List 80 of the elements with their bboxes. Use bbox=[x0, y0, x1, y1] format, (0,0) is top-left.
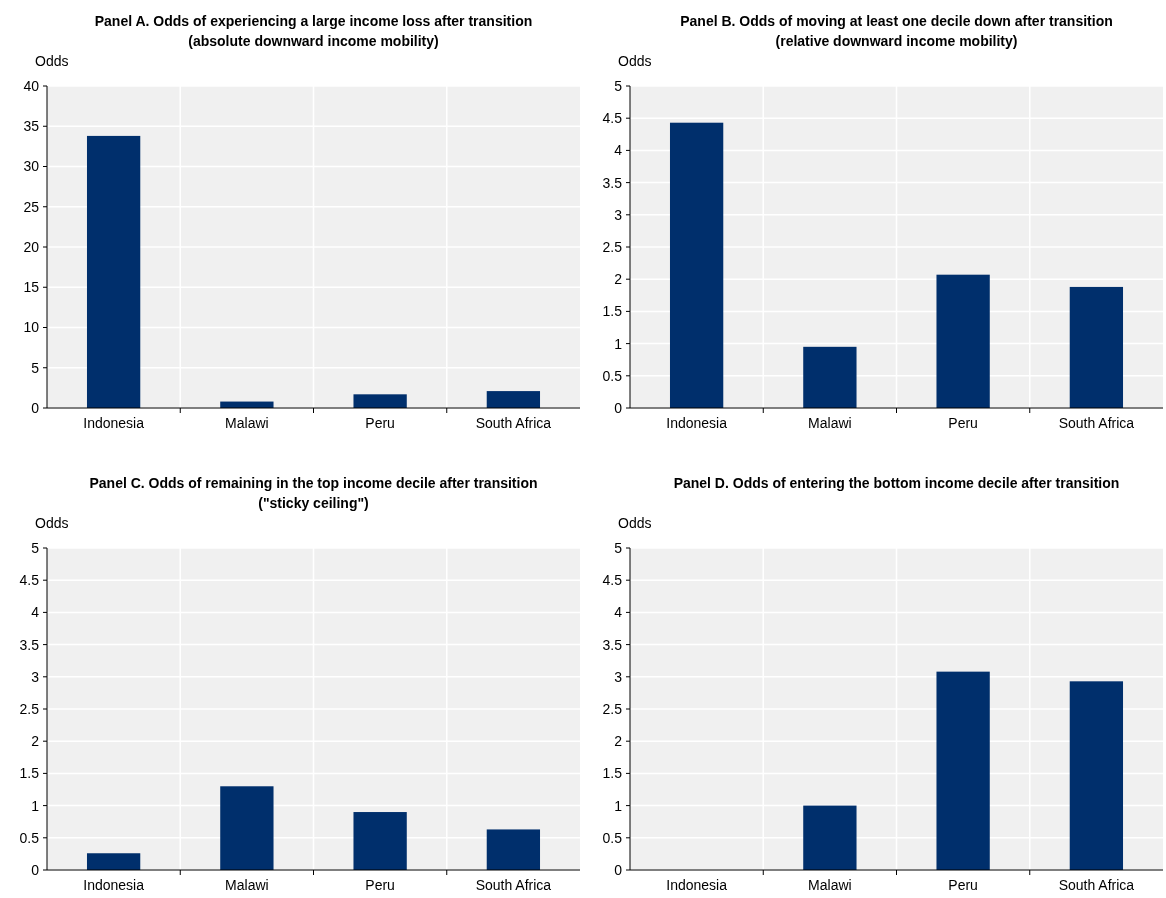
y-tick-label: 4.5 bbox=[19, 572, 40, 589]
bar bbox=[486, 391, 541, 408]
y-tick-label: 40 bbox=[23, 77, 40, 94]
x-tick-label: Indonesia bbox=[666, 415, 728, 431]
bar bbox=[669, 122, 724, 408]
y-tick-label: 15 bbox=[23, 279, 40, 296]
x-tick-label: Peru bbox=[365, 415, 395, 431]
x-tick-label: South Africa bbox=[1058, 877, 1135, 893]
y-tick-label: 2.5 bbox=[602, 238, 623, 255]
y-tick-label: 0 bbox=[614, 861, 623, 878]
y-tick-label: 1.5 bbox=[19, 765, 40, 782]
y-tick-label: 3.5 bbox=[19, 636, 40, 653]
y-tick-label: 4.5 bbox=[602, 572, 623, 589]
y-tick-label: 0 bbox=[31, 399, 40, 416]
y-tick-label: 4 bbox=[614, 604, 623, 621]
x-tick-label: Peru bbox=[365, 877, 395, 893]
y-tick-label: 1 bbox=[614, 797, 623, 814]
bar bbox=[86, 135, 141, 408]
y-tick-label: 2 bbox=[614, 733, 623, 750]
y-axis-title: Odds bbox=[35, 515, 69, 531]
y-tick-label: 10 bbox=[23, 319, 40, 336]
y-tick-label: 2 bbox=[31, 733, 40, 750]
y-tick-label: 25 bbox=[23, 198, 40, 215]
y-tick-label: 3.5 bbox=[602, 636, 623, 653]
chart-title: Panel A. Odds of experiencing a large income loss after transition (absolute downward income mobility) bbox=[94, 13, 533, 49]
chart-title: Panel B. Odds of moving at least one decile down after transition (relative downward income mobility) bbox=[680, 13, 1113, 49]
y-tick-label: 4 bbox=[31, 604, 40, 621]
x-tick-label: Malawi bbox=[225, 877, 269, 893]
y-tick-label: 1.5 bbox=[602, 765, 623, 782]
y-tick-label: 2.5 bbox=[19, 700, 40, 717]
chart-title: Panel C. Odds of remaining in the top income decile after transition ("sticky ceiling") bbox=[89, 475, 538, 511]
bar bbox=[803, 805, 857, 870]
y-tick-label: 1 bbox=[614, 335, 623, 352]
y-tick-label: 1 bbox=[31, 797, 40, 814]
x-tick-label: South Africa bbox=[475, 877, 552, 893]
chart-title: Panel D. Odds of entering the bottom income decile after transition bbox=[673, 475, 1120, 491]
bar bbox=[86, 853, 141, 870]
y-tick-label: 30 bbox=[23, 158, 40, 175]
x-tick-label: Indonesia bbox=[83, 877, 145, 893]
x-tick-label: Malawi bbox=[808, 415, 852, 431]
x-tick-label: Peru bbox=[948, 415, 978, 431]
x-tick-label: Indonesia bbox=[83, 415, 145, 431]
bar bbox=[803, 346, 857, 408]
x-tick-label: Malawi bbox=[808, 877, 852, 893]
bar bbox=[486, 829, 541, 870]
y-tick-label: 2.5 bbox=[602, 700, 623, 717]
x-tick-label: South Africa bbox=[1058, 415, 1135, 431]
y-tick-label: 0 bbox=[31, 861, 40, 878]
bar bbox=[936, 671, 990, 870]
y-tick-label: 35 bbox=[23, 118, 40, 135]
y-tick-label: 1.5 bbox=[602, 303, 623, 320]
bar bbox=[353, 812, 407, 870]
bar bbox=[353, 394, 407, 408]
y-axis-title: Odds bbox=[618, 515, 652, 531]
y-tick-label: 3 bbox=[31, 668, 40, 685]
y-tick-label: 4.5 bbox=[602, 110, 623, 127]
bar bbox=[220, 786, 274, 870]
y-tick-label: 0 bbox=[614, 399, 623, 416]
y-tick-label: 4 bbox=[614, 142, 623, 159]
y-tick-label: 5 bbox=[614, 539, 623, 556]
bar bbox=[936, 274, 990, 408]
y-tick-label: 0.5 bbox=[602, 367, 623, 384]
y-tick-label: 3 bbox=[614, 668, 623, 685]
y-axis-title: Odds bbox=[35, 53, 69, 69]
x-tick-label: South Africa bbox=[475, 415, 552, 431]
bar bbox=[1069, 286, 1124, 408]
x-tick-label: Peru bbox=[948, 877, 978, 893]
x-tick-label: Indonesia bbox=[666, 877, 728, 893]
y-tick-label: 5 bbox=[614, 77, 623, 94]
y-tick-label: 0.5 bbox=[19, 829, 40, 846]
y-tick-label: 5 bbox=[31, 539, 40, 556]
y-tick-label: 3 bbox=[614, 206, 623, 223]
y-axis-title: Odds bbox=[618, 53, 652, 69]
y-tick-label: 3.5 bbox=[602, 174, 623, 191]
y-tick-label: 0.5 bbox=[602, 829, 623, 846]
bar bbox=[1069, 681, 1124, 870]
x-tick-label: Malawi bbox=[225, 415, 269, 431]
y-tick-label: 5 bbox=[31, 359, 40, 376]
y-tick-label: 2 bbox=[614, 271, 623, 288]
y-tick-label: 20 bbox=[23, 238, 40, 255]
